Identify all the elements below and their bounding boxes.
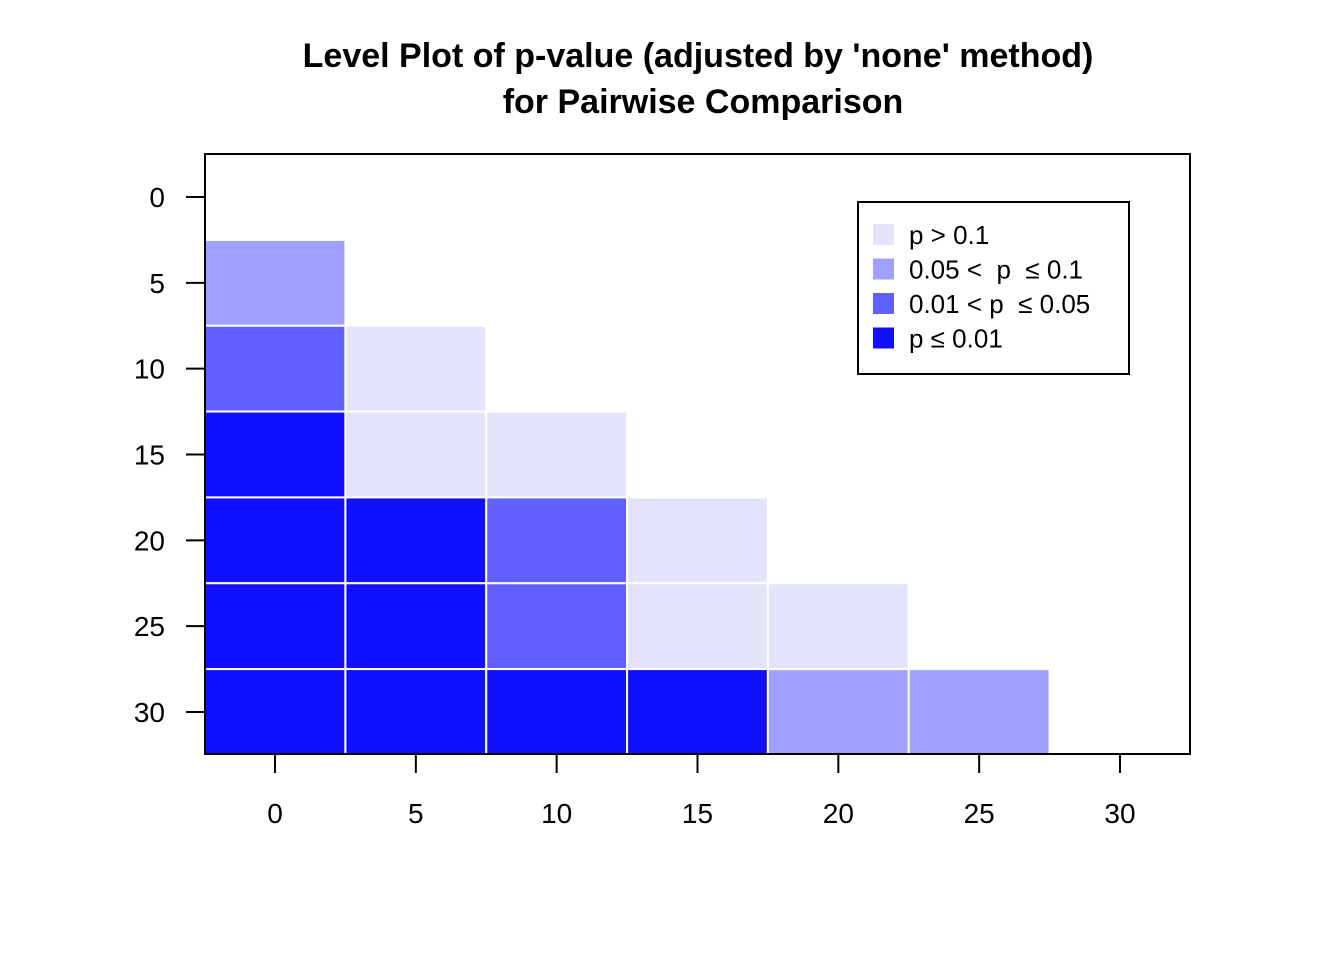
heatmap-cell	[203, 410, 347, 499]
heatmap-cell	[203, 582, 347, 671]
legend-swatch	[873, 293, 894, 314]
heatmap-cells	[203, 238, 1051, 756]
heatmap-cell	[485, 582, 629, 671]
heatmap-cell	[485, 668, 629, 756]
heatmap-cell	[203, 668, 347, 756]
legend: p > 0.1 0.05 < p ≤ 0.1 0.01 < p ≤ 0.05 p ≤ …	[857, 201, 1130, 375]
heatmap-cell	[203, 238, 347, 327]
legend-box	[857, 201, 1130, 375]
heatmap-cell	[766, 582, 910, 671]
heatmap-cell	[626, 582, 769, 671]
y-tick-label: 10	[134, 354, 165, 385]
legend-label: p ≤ 0.01	[909, 324, 1003, 354]
heatmap-cell	[203, 324, 347, 413]
heatmap-cell	[344, 324, 488, 413]
heatmap-cell	[203, 496, 347, 585]
y-tick-label: 0	[149, 182, 165, 213]
heatmap-cell	[626, 496, 769, 585]
heatmap-cell	[344, 668, 488, 756]
x-tick-label: 25	[964, 798, 995, 829]
x-axis: 0 5 10 15 20 25 30	[267, 754, 1136, 829]
y-tick-label: 25	[134, 611, 165, 642]
legend-swatch	[873, 327, 894, 349]
legend-swatch	[873, 224, 894, 245]
y-tick-label: 15	[134, 440, 165, 471]
legend-label: 0.05 < p ≤ 0.1	[909, 255, 1083, 285]
y-tick-label: 5	[149, 268, 165, 299]
x-tick-label: 5	[408, 798, 424, 829]
y-tick-label: 20	[134, 525, 165, 556]
heatmap-cell	[485, 496, 629, 585]
x-tick-label: 15	[682, 798, 713, 829]
y-axis: 0 5 10 15 20 25 30	[134, 182, 205, 728]
heatmap-cell	[344, 410, 488, 499]
chart-title-line-2: for Pairwise Comparison	[503, 83, 904, 121]
heatmap-cell	[907, 668, 1051, 756]
heatmap-cell	[626, 668, 769, 756]
legend-label: 0.01 < p ≤ 0.05	[909, 289, 1090, 319]
legend-label: p > 0.1	[909, 220, 989, 250]
legend-swatch	[873, 258, 894, 280]
x-tick-label: 10	[541, 798, 572, 829]
x-tick-label: 20	[823, 798, 854, 829]
heatmap-cell	[344, 496, 488, 585]
heatmap-cell	[485, 410, 629, 499]
y-tick-label: 30	[134, 697, 165, 728]
x-tick-label: 30	[1104, 798, 1135, 829]
heatmap-cell	[344, 582, 488, 671]
x-tick-label: 0	[267, 798, 283, 829]
chart-title-line-1: Level Plot of p-value (adjusted by 'none…	[303, 37, 1094, 75]
heatmap-cell	[766, 668, 910, 756]
